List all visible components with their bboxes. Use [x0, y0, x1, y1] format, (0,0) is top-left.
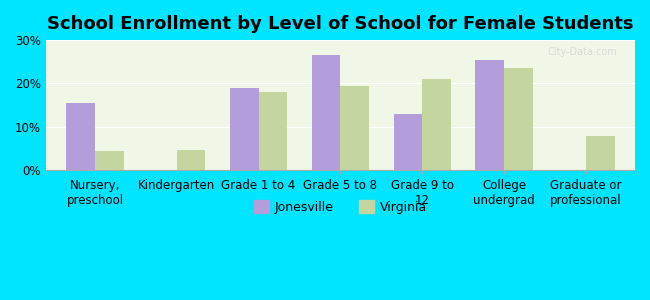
- Bar: [259, 92, 287, 170]
- Bar: [341, 86, 369, 170]
- Text: City-Data.com: City-Data.com: [547, 46, 618, 57]
- Bar: [95, 151, 124, 170]
- Bar: [586, 136, 614, 170]
- Legend: Jonesville, Virginia: Jonesville, Virginia: [248, 195, 432, 219]
- Bar: [66, 103, 95, 170]
- Bar: [504, 68, 533, 170]
- Bar: [177, 150, 205, 170]
- Bar: [422, 79, 451, 170]
- Bar: [475, 60, 504, 170]
- Bar: [394, 114, 422, 170]
- Bar: [230, 88, 259, 170]
- Bar: [312, 55, 341, 170]
- Title: School Enrollment by Level of School for Female Students: School Enrollment by Level of School for…: [47, 15, 634, 33]
